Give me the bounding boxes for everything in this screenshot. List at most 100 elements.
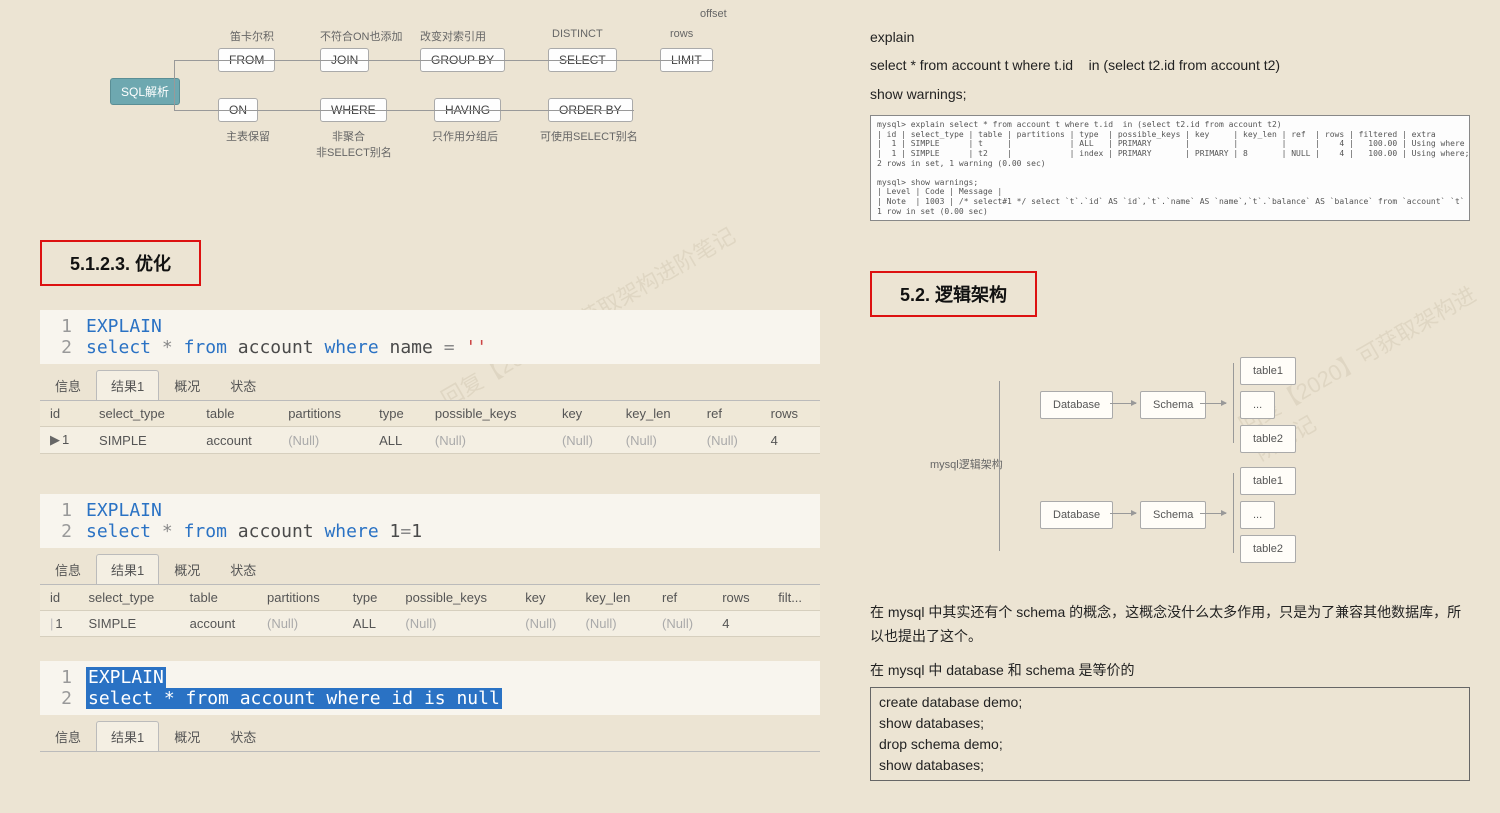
col-table[interactable]: table [180,585,257,611]
tab-profile[interactable]: 概况 [159,721,215,751]
tiny-line: 1 row in set (0.00 sec) [877,207,988,216]
result-tabs: 信息 结果1 概况 状态 [40,554,820,585]
sql-line: explain [870,26,1470,48]
code-text: = [444,337,455,358]
explain-terminal-output: mysql> explain select * from account t w… [870,115,1470,221]
cell: (Null) [278,427,369,454]
code-text: from [184,521,227,542]
paragraph: 在 mysql 中 database 和 schema 是等价的 [870,659,1470,683]
col-table[interactable]: table [196,401,278,427]
sql-line: select * from account t where t.id in (s… [870,54,1470,76]
tiny-line: | id | select_type | table | partitions … [877,130,1470,139]
code-text: select [86,337,151,358]
cell: 1 [62,432,69,447]
sql-block-1: 1EXPLAIN 2select * from account where na… [40,310,820,364]
diagram-label: 非SELECT别名 [316,144,392,160]
cmd-line: show databases; [879,755,1461,776]
result-tabs: 信息 结果1 概况 状态 [40,721,820,752]
tab-status[interactable]: 状态 [215,370,271,400]
code-text: where [324,337,378,358]
tab-result1[interactable]: 结果1 [96,721,159,751]
tiny-line: | Level | Code | Message | [877,187,1002,196]
diagram-label: DISTINCT [552,28,603,40]
col-possible-keys[interactable]: possible_keys [395,585,515,611]
diagram-label: offset [700,8,727,20]
col-key-len[interactable]: key_len [576,585,652,611]
sql-command-box: create database demo; show databases; dr… [870,687,1470,781]
cell: account [180,611,257,637]
code-text: EXPLAIN [86,667,166,688]
col-type[interactable]: type [343,585,396,611]
code-text: * [162,337,173,358]
col-partitions[interactable]: partitions [278,401,369,427]
col-ref[interactable]: ref [697,401,761,427]
col-id[interactable]: id [40,585,78,611]
code-text: where [324,521,378,542]
col-id[interactable]: id [40,401,89,427]
tab-info[interactable]: 信息 [40,370,96,400]
diagram-root: SQL解析 [110,78,180,105]
tab-profile[interactable]: 概况 [159,370,215,400]
col-partitions[interactable]: partitions [257,585,343,611]
tab-result1[interactable]: 结果1 [96,370,159,400]
tab-status[interactable]: 状态 [215,721,271,751]
col-ref[interactable]: ref [652,585,712,611]
arch-table: table1 [1240,357,1296,385]
cell: (Null) [425,427,552,454]
code-text: name [390,337,433,358]
paragraph: 在 mysql 中其实还有个 schema 的概念，这概念没什么太多作用，只是为… [870,601,1470,649]
explain-result-table-1: id select_type table partitions type pos… [40,401,820,454]
col-filtered[interactable]: filt... [768,585,820,611]
col-key[interactable]: key [515,585,575,611]
code-text: account [238,521,314,542]
arch-dots: ... [1240,501,1275,529]
tiny-line: | 1 | SIMPLE | t2 | | index | PRIMARY | … [877,149,1470,158]
explain-result-table-2: id select_type table partitions type pos… [40,585,820,637]
cell: (Null) [616,427,697,454]
diagram-label: 笛卡尔积 [230,28,274,44]
tab-profile[interactable]: 概况 [159,554,215,584]
cell: ALL [369,427,425,454]
tiny-line: mysql> explain select * from account t w… [877,120,1282,129]
cell: account [196,427,278,454]
tiny-line: | 1 | SIMPLE | t | | ALL | PRIMARY | | |… [877,139,1470,148]
cmd-line: drop schema demo; [879,734,1461,755]
code-text: account [238,337,314,358]
cell: SIMPLE [78,611,179,637]
cell: SIMPLE [89,427,196,454]
col-type[interactable]: type [369,401,425,427]
code-text: * [162,521,173,542]
code-text: = [400,521,411,542]
cell: (Null) [697,427,761,454]
col-select-type[interactable]: select_type [78,585,179,611]
code-text: select * from account where id is null [86,688,502,709]
result-tabs: 信息 结果1 概况 状态 [40,370,820,401]
col-key[interactable]: key [552,401,616,427]
col-possible-keys[interactable]: possible_keys [425,401,552,427]
arch-schema: Schema [1140,391,1206,419]
tiny-line: | Note | 1003 | /* select#1 */ select `t… [877,197,1469,206]
cell: (Null) [576,611,652,637]
tab-result1[interactable]: 结果1 [96,554,159,584]
code-text: EXPLAIN [86,316,162,337]
cell: (Null) [257,611,343,637]
cmd-line: create database demo; [879,692,1461,713]
code-text: 1 [390,521,401,542]
cell: 4 [761,427,820,454]
section-5-2-heading: 5.2. 逻辑架构 [870,271,1037,317]
tab-info[interactable]: 信息 [40,554,96,584]
table-row[interactable]: ▶1 SIMPLE account (Null) ALL (Null) (Nul… [40,427,820,454]
table-row[interactable]: |1 SIMPLE account (Null) ALL (Null) (Nul… [40,611,820,637]
arch-table: table2 [1240,425,1296,453]
sql-parse-diagram: SQL解析 笛卡尔积 FROM 不符合ON也添加 JOIN 改变对索引用 GRO… [110,0,810,180]
sql-line: show warnings; [870,83,1470,105]
col-rows[interactable]: rows [761,401,820,427]
tiny-line: 2 rows in set, 1 warning (0.00 sec) [877,159,1046,168]
tab-info[interactable]: 信息 [40,721,96,751]
tab-status[interactable]: 状态 [215,554,271,584]
tiny-join-highlight: join [1469,196,1470,207]
col-key-len[interactable]: key_len [616,401,697,427]
col-rows[interactable]: rows [712,585,768,611]
arch-side-label: mysql逻辑架构 [930,456,1003,472]
col-select-type[interactable]: select_type [89,401,196,427]
